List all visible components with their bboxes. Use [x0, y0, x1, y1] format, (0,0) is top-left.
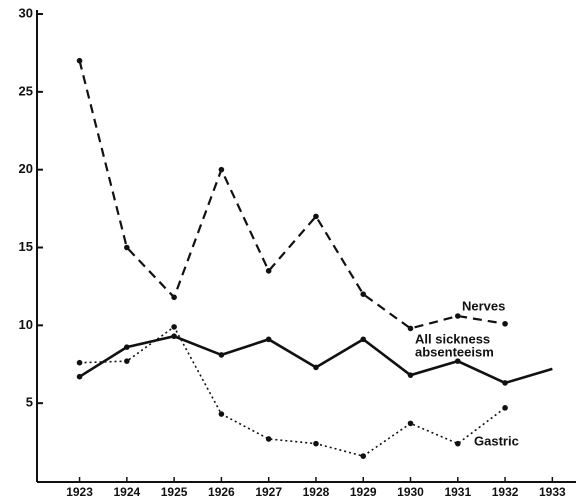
- series-line: [79, 325, 506, 457]
- point: [407, 325, 414, 332]
- y-tick-label: 5: [26, 395, 33, 410]
- point: [76, 373, 83, 380]
- point: [76, 359, 83, 366]
- x-tick-label: 1924: [113, 485, 140, 499]
- x-tick-label: 1926: [208, 485, 235, 499]
- y-tick-label: 10: [19, 317, 33, 332]
- annotation: All sickness: [415, 331, 490, 346]
- point: [265, 336, 272, 343]
- point: [454, 440, 461, 447]
- point: [76, 57, 83, 64]
- x-tick-label: 1928: [303, 485, 330, 499]
- point: [502, 380, 508, 386]
- annotation: Nerves: [462, 298, 505, 313]
- y-tick-label: 30: [19, 5, 33, 20]
- point: [360, 291, 367, 298]
- point: [313, 213, 319, 220]
- annotation: absenteeism: [415, 344, 494, 359]
- x-tick-label: 1929: [350, 485, 377, 499]
- x-tick-label: 1931: [444, 485, 471, 499]
- point: [265, 268, 272, 274]
- point: [502, 320, 508, 327]
- series-line: [78, 60, 506, 330]
- point: [171, 324, 177, 330]
- point: [124, 344, 130, 350]
- point: [360, 336, 367, 343]
- point: [313, 440, 319, 447]
- y-tick-label: 25: [19, 83, 33, 98]
- point: [218, 352, 225, 358]
- point: [124, 244, 130, 251]
- point: [218, 166, 225, 173]
- point: [502, 405, 508, 411]
- point: [265, 436, 272, 442]
- y-tick-label: 20: [19, 161, 33, 176]
- x-tick-label: 1927: [255, 485, 282, 499]
- x-tick-label: 1925: [161, 485, 188, 499]
- annotation: Gastric: [474, 433, 519, 448]
- x-tick-label: 1932: [492, 485, 519, 499]
- point: [171, 333, 177, 340]
- point: [454, 358, 461, 364]
- x-tick-label: 1933: [539, 485, 566, 499]
- point: [124, 358, 130, 364]
- x-tick-label: 1930: [397, 485, 424, 499]
- point: [360, 453, 367, 459]
- x-tick-label: 1923: [66, 485, 93, 499]
- point: [313, 364, 319, 371]
- point: [407, 420, 414, 427]
- point: [218, 411, 225, 417]
- point: [407, 372, 414, 378]
- point: [171, 294, 177, 301]
- y-tick-label: 15: [19, 239, 33, 254]
- point: [454, 313, 461, 319]
